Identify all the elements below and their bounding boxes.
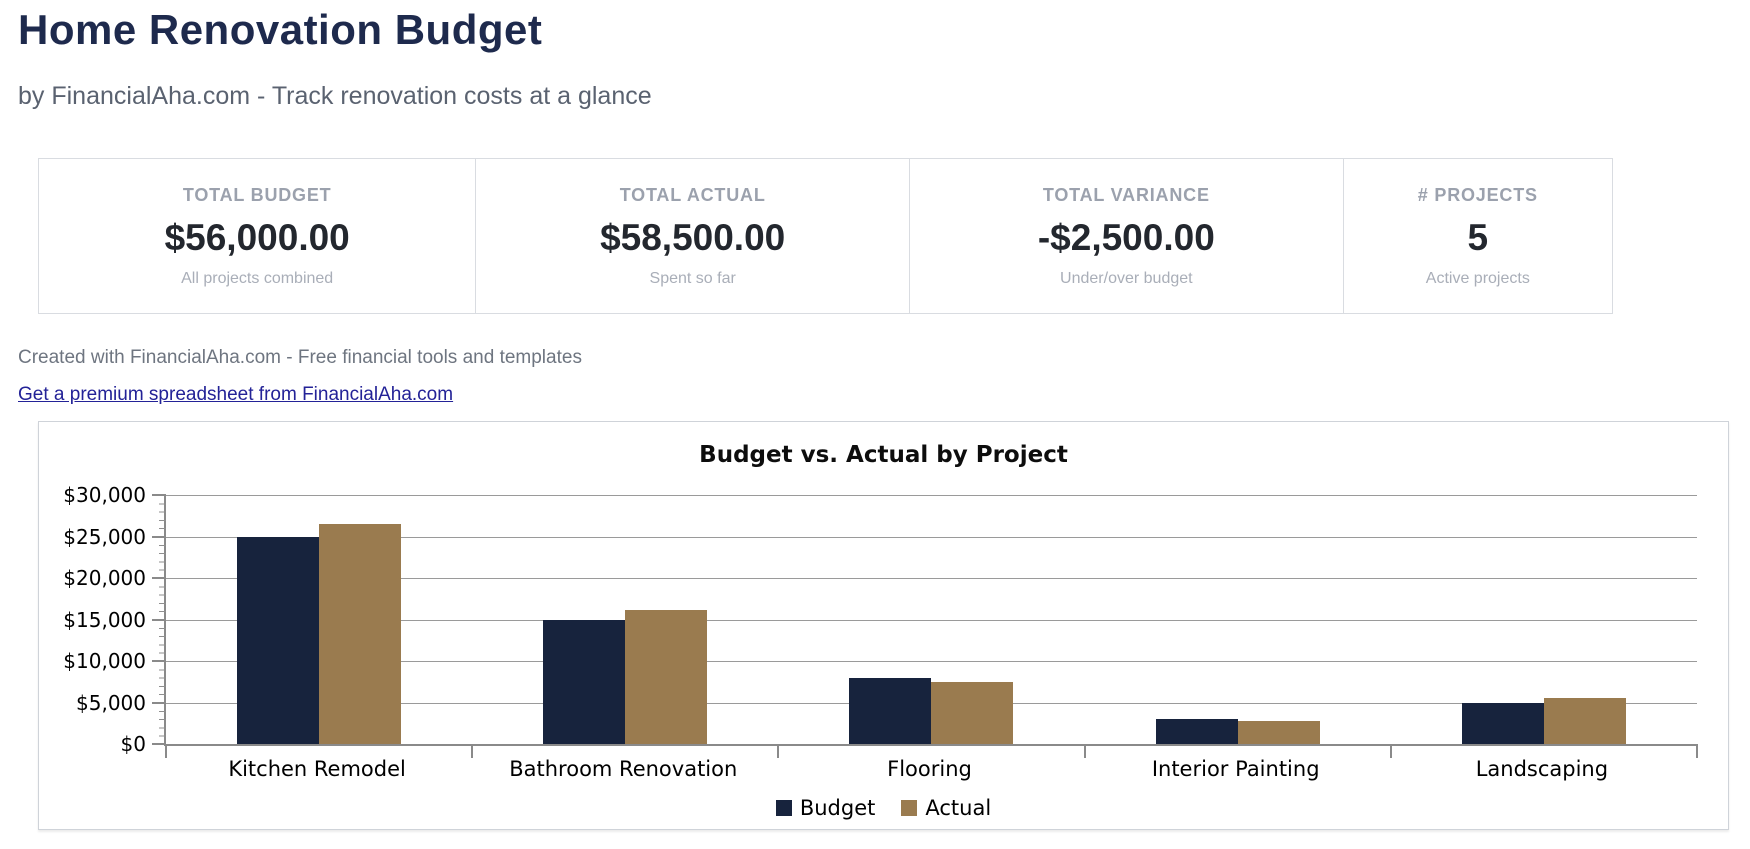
budget-vs-actual-chart: Budget vs. Actual by Project $0 $5,000 $10…	[38, 421, 1729, 830]
bar-group-interior-painting	[1085, 495, 1391, 744]
bar-group-flooring	[778, 495, 1084, 744]
gridline-30000	[166, 495, 1697, 496]
stat-value: $56,000.00	[164, 216, 350, 258]
y-axis-major-tick	[152, 743, 166, 745]
y-axis-major-tick	[152, 577, 166, 579]
bar-actual-flooring	[931, 681, 1014, 744]
x-axis-tick	[471, 744, 474, 758]
credit-line: Created with FinancialAha.com - Free fin…	[18, 347, 582, 368]
stat-card-total-actual: TOTAL ACTUAL $58,500.00 Spent so far	[475, 159, 909, 313]
x-axis-tick	[777, 744, 780, 758]
stat-label: TOTAL VARIANCE	[1042, 184, 1210, 205]
x-axis-tick	[1083, 744, 1086, 758]
x-axis-tick	[165, 744, 167, 758]
chart-title: Budget vs. Actual by Project	[699, 442, 1068, 468]
stat-caption: All projects combined	[181, 269, 334, 287]
chart-legend: Budget Actual	[39, 796, 1728, 820]
stat-label: TOTAL ACTUAL	[619, 184, 766, 205]
stat-caption: Active projects	[1425, 269, 1530, 287]
y-tick-label: $0	[120, 732, 146, 756]
y-tick-label: $25,000	[63, 524, 146, 549]
bar-budget-kitchen-remodel	[237, 536, 320, 744]
stat-caption: Under/over budget	[1060, 269, 1193, 287]
bar-group-bathroom-renovation	[472, 495, 778, 744]
bar-actual-bathroom-renovation	[625, 609, 708, 744]
y-tick-label: $15,000	[63, 607, 146, 632]
category-label-kitchen-remodel: Kitchen Remodel	[228, 757, 406, 781]
bar-group-kitchen-remodel	[166, 495, 472, 744]
bar-actual-kitchen-remodel	[319, 524, 402, 744]
category-label-landscaping: Landscaping	[1475, 757, 1609, 781]
legend-swatch-actual	[901, 800, 918, 816]
bar-actual-interior-painting	[1237, 720, 1320, 744]
y-tick-label: $30,000	[63, 483, 146, 507]
legend-label-actual: Actual	[925, 796, 992, 820]
stat-label: TOTAL BUDGET	[182, 184, 332, 205]
category-label-flooring: Flooring	[887, 757, 972, 781]
y-axis-major-tick	[152, 701, 166, 704]
y-axis-major-tick	[152, 535, 166, 538]
x-axis-tick	[1696, 744, 1698, 758]
legend-item-budget: Budget	[775, 796, 876, 820]
stat-value: -$2,500.00	[1037, 216, 1215, 258]
category-label-bathroom-renovation: Bathroom Renovation	[509, 757, 738, 781]
y-tick-label: $5,000	[76, 690, 146, 715]
stat-card-total-variance: TOTAL VARIANCE -$2,500.00 Under/over bud…	[908, 159, 1343, 313]
category-label-interior-painting: Interior Painting	[1151, 757, 1320, 781]
y-axis-major-tick	[152, 618, 166, 621]
gridline-25000	[166, 536, 1697, 538]
y-tick-label: $20,000	[63, 566, 146, 590]
bar-budget-bathroom-renovation	[543, 619, 626, 744]
page-title: Home Renovation Budget	[18, 6, 543, 53]
bar-budget-landscaping	[1461, 702, 1544, 744]
summary-stats-row: TOTAL BUDGET $56,000.00 All projects com…	[38, 158, 1613, 314]
bar-group-landscaping	[1391, 495, 1697, 744]
x-axis-tick	[1389, 744, 1392, 758]
y-tick-label: $10,000	[63, 649, 146, 673]
page-subtitle: by FinancialAha.com - Track renovation c…	[18, 82, 652, 110]
bar-budget-interior-painting	[1155, 719, 1238, 744]
legend-item-actual: Actual	[901, 796, 991, 820]
y-axis-major-tick	[152, 494, 166, 496]
legend-label-budget: Budget	[799, 796, 876, 820]
stat-value: 5	[1467, 216, 1489, 258]
gridline-20000	[166, 578, 1697, 579]
chart-plot-area: $0 $5,000 $10,000 $15,000 $20,000 $25,000 $30,…	[63, 483, 1698, 758]
bar-actual-landscaping	[1543, 698, 1626, 744]
stat-card-total-budget: TOTAL BUDGET $56,000.00 All projects com…	[39, 159, 475, 313]
y-axis-major-tick	[152, 660, 166, 662]
stat-label: # PROJECTS	[1417, 184, 1538, 205]
stat-value: $58,500.00	[600, 216, 786, 258]
gridline-10000	[166, 661, 1697, 662]
stat-caption: Spent so far	[649, 269, 736, 287]
stat-card-project-count: # PROJECTS 5 Active projects	[1342, 159, 1612, 313]
premium-spreadsheet-link[interactable]: Get a premium spreadsheet from Financial…	[18, 384, 454, 405]
gridline-15000	[166, 619, 1697, 621]
bar-budget-flooring	[849, 677, 932, 744]
legend-swatch-budget	[775, 800, 792, 816]
